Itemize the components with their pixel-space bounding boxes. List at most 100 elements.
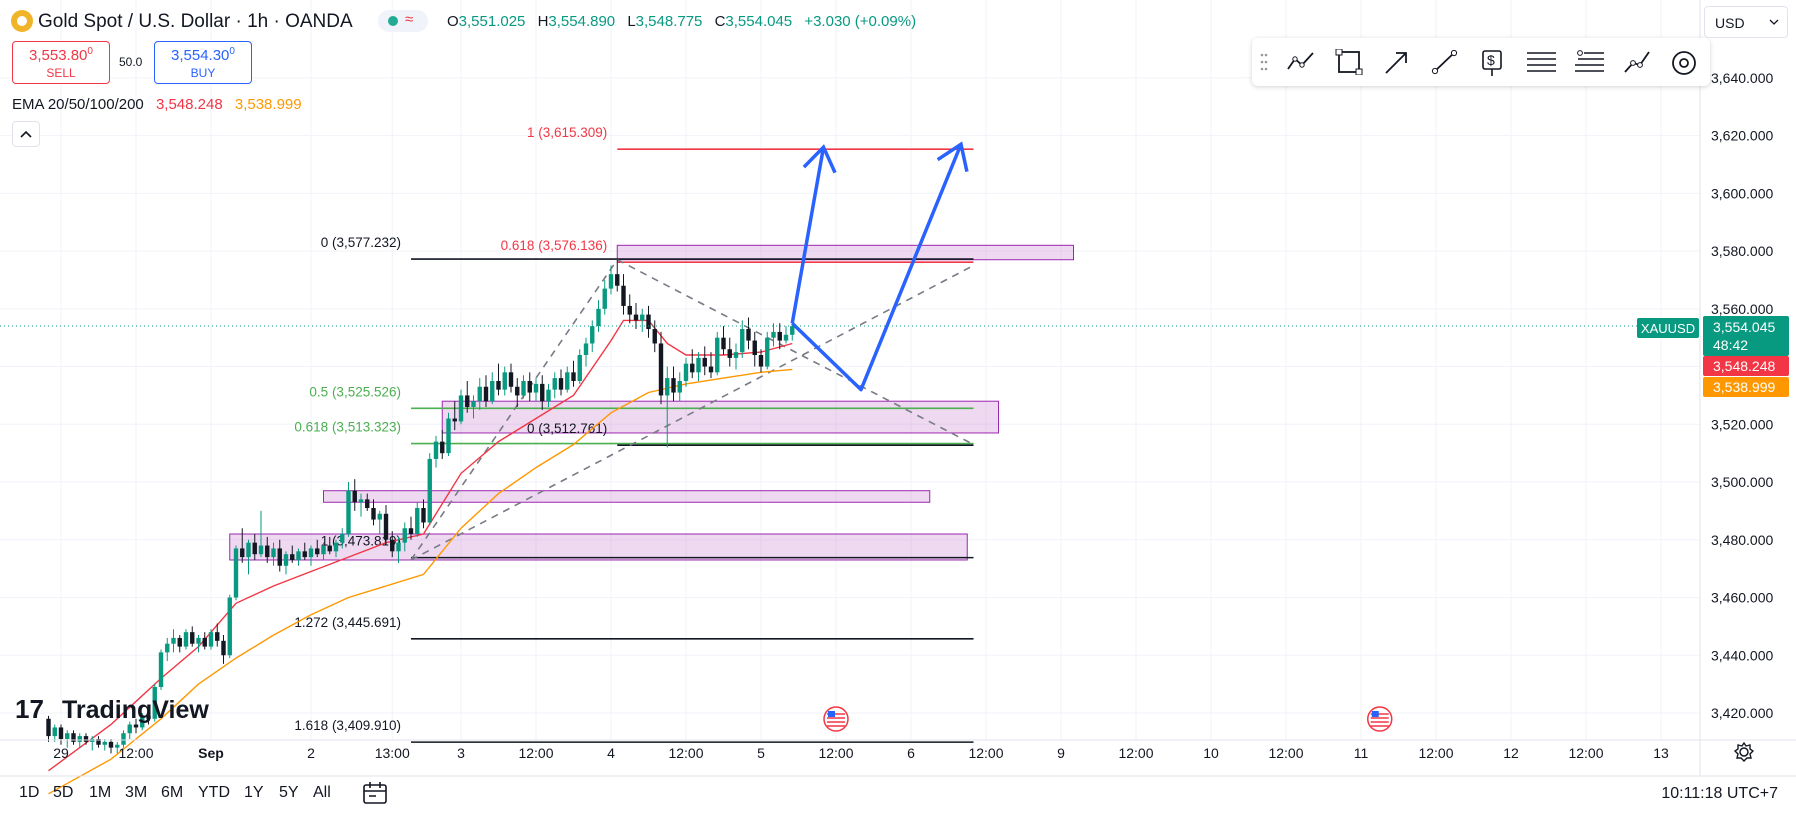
chart-grid [0, 0, 1700, 740]
range-1y[interactable]: 1Y [244, 784, 264, 801]
range-5d[interactable]: 5D [53, 784, 74, 801]
candle-down [746, 329, 751, 341]
ray-tool[interactable] [1426, 46, 1462, 78]
candle-up [458, 395, 464, 422]
candle-down [452, 418, 457, 422]
candle-down [390, 539, 395, 552]
fib-extension-tool[interactable] [1570, 46, 1606, 78]
candle-up [608, 274, 614, 289]
candle-up [171, 637, 176, 644]
economic-events [823, 706, 1393, 732]
candle-up [490, 380, 495, 402]
range-5y[interactable]: 5Y [279, 784, 299, 801]
candle-up [233, 548, 239, 598]
last-price-tag [1703, 316, 1789, 356]
drawing-toolbar: $ [1252, 38, 1710, 86]
buy-label: BUY [190, 66, 216, 80]
time-tick-label: 12:00 [1118, 745, 1153, 761]
candle-down [421, 508, 426, 523]
candle-down [133, 724, 139, 728]
candle-up [258, 545, 264, 555]
symbol-title[interactable]: Gold Spot / U.S. Dollar · 1h · OANDA [38, 11, 353, 32]
buy-button[interactable]: 3,554.300 BUY [154, 41, 252, 84]
calendar-icon[interactable] [362, 781, 388, 805]
arrow-tool[interactable] [1378, 46, 1414, 78]
candle-up [765, 337, 770, 367]
candle-down [508, 372, 514, 387]
range-1m[interactable]: 1M [89, 784, 112, 801]
range-ytd[interactable]: YTD [198, 784, 230, 801]
collapse-legend-button[interactable] [12, 121, 40, 147]
candle-up [427, 458, 432, 523]
currency-select[interactable]: USD [1704, 6, 1788, 38]
trendlines [410, 259, 974, 561]
candle-up [602, 288, 607, 309]
candle-up [127, 724, 132, 734]
candle-up [158, 652, 164, 688]
currency-value: USD [1715, 15, 1745, 31]
candle-down [108, 741, 114, 748]
fib-retracement-icon [1527, 52, 1556, 72]
dashed-trendline [410, 264, 974, 561]
candle-up [733, 352, 739, 358]
candle-down [240, 548, 245, 558]
price-tick-label: 3,460.000 [1711, 590, 1773, 606]
candle-down [483, 386, 489, 402]
tradingview-wordmark: TradingView [62, 696, 209, 724]
drag-handle-icon[interactable] [1260, 52, 1268, 72]
time-tick-label: 10 [1203, 745, 1219, 761]
time-tick-label: 29 [53, 745, 69, 761]
price-tick-label: 3,640.000 [1711, 70, 1773, 86]
range-1d[interactable]: 1D [19, 784, 40, 801]
candle-down [315, 548, 320, 555]
time-tick-label: 13 [1653, 745, 1669, 761]
candle-down [558, 378, 564, 390]
fib-level-label: 1.618 (3,409.910) [294, 718, 401, 733]
price-tick-label: 3,620.000 [1711, 128, 1773, 144]
price-label-tool[interactable]: $ [1474, 46, 1510, 78]
visibility-tool[interactable] [1666, 46, 1702, 78]
candle-up [77, 736, 82, 742]
candle-down [758, 355, 764, 367]
range-all[interactable]: All [313, 784, 331, 801]
market-status[interactable]: ≈ [378, 10, 428, 32]
path-tool[interactable] [1618, 46, 1654, 78]
candle-up [246, 542, 251, 558]
candle-up [683, 363, 689, 381]
fib-retracement-tool[interactable] [1522, 46, 1558, 78]
tradingview-mark: 17 [15, 694, 44, 724]
ema-legend[interactable]: EMA 20/50/100/200 3,548.248 3,538.999 [12, 96, 302, 113]
last-price-value: 3,554.045 [1713, 319, 1775, 335]
time-tick-label: 4 [607, 745, 615, 761]
time-tick-label: 9 [1057, 745, 1065, 761]
candle-up [165, 643, 170, 653]
sell-button[interactable]: 3,553.800 SELL [12, 41, 110, 84]
candle-up [321, 545, 326, 555]
settings-icon[interactable] [1734, 742, 1754, 762]
ema50-tag [1703, 377, 1789, 397]
candle-down [265, 545, 270, 558]
price-zone [616, 244, 1074, 261]
candlesticks [46, 259, 795, 754]
us-flag-icon [1367, 706, 1393, 732]
fib-level-label: 1.272 (3,445.691) [294, 615, 401, 630]
range-3m[interactable]: 3M [125, 784, 148, 801]
ema20-tag-value: 3,548.248 [1713, 358, 1775, 374]
candle-up [552, 378, 557, 390]
range-6m[interactable]: 6M [161, 784, 184, 801]
candle-down [652, 329, 657, 344]
bottom-toolbar: 1D 5D 1M 3M 6M YTD 1Y 5Y All 10:11:18 UT… [0, 776, 1796, 810]
price-tick-label: 3,420.000 [1711, 705, 1773, 721]
candle-up [546, 389, 551, 402]
candle-down [46, 718, 51, 737]
candle-down [302, 551, 307, 558]
clock[interactable]: 10:11:18 UTC+7 [1661, 785, 1778, 802]
fib-extension-icon [1575, 50, 1604, 72]
candle-down [646, 314, 651, 330]
close-key: C [714, 13, 726, 30]
candle-up [358, 499, 364, 503]
candle-up [477, 386, 482, 402]
trend-line-tool[interactable] [1282, 46, 1318, 78]
rectangle-tool[interactable] [1330, 46, 1366, 78]
